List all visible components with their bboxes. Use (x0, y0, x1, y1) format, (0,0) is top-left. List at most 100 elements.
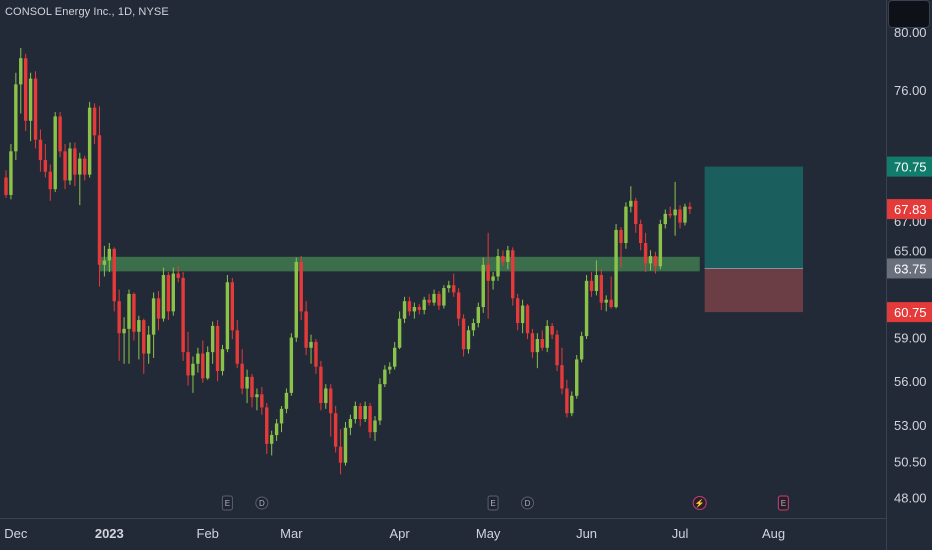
candle (230, 277, 235, 340)
candle-body (570, 395, 574, 414)
candle (555, 330, 559, 372)
candle (97, 106, 102, 287)
candle-body (171, 273, 175, 312)
candle-body (33, 78, 38, 140)
candle-body (643, 242, 648, 264)
candle (422, 296, 426, 315)
event-label: D (259, 499, 265, 508)
candle (78, 152, 82, 206)
candle (456, 288, 461, 326)
candle (191, 356, 195, 393)
candle (107, 242, 112, 273)
candle-body (9, 151, 13, 195)
candle-body (658, 224, 663, 267)
events-layer: E D E D ⚡ E (221, 495, 789, 511)
candle (634, 197, 638, 233)
candle-body (142, 320, 146, 354)
candle-body (417, 307, 421, 310)
candle (122, 317, 126, 364)
long-position-stop-zone (704, 268, 804, 313)
candle-body (560, 365, 564, 389)
candle-body (609, 299, 613, 308)
candle-body (525, 305, 530, 334)
candle (43, 144, 48, 178)
candle (161, 267, 166, 322)
candle-body (255, 394, 259, 398)
candle-body (206, 352, 210, 379)
x-tick-label: Mar (280, 526, 303, 541)
candle (368, 403, 372, 438)
candle-body (545, 325, 549, 348)
candle (117, 289, 121, 361)
candle-body (407, 301, 412, 312)
candle (447, 280, 451, 293)
time-axis[interactable]: Dec 2023 Feb Mar Apr May Jun Jul Aug (4, 526, 785, 541)
candle-body (87, 107, 92, 175)
candle-body (146, 334, 151, 354)
event-marker: E (221, 495, 233, 511)
candle-body (343, 427, 348, 463)
candle-body (127, 293, 131, 329)
candle-body (673, 209, 677, 216)
candle (515, 293, 520, 331)
candle-body (663, 213, 667, 225)
candle (486, 232, 490, 319)
candle-body (279, 408, 284, 424)
candle (166, 272, 171, 321)
price-tag-bg (887, 258, 932, 279)
candle (9, 144, 13, 200)
candle (156, 291, 161, 331)
candle-body (43, 160, 48, 172)
candle-body (19, 58, 23, 85)
price-axis[interactable]: 80.0076.0067.0065.0059.0056.0053.0050.50… (894, 25, 927, 506)
candle (151, 292, 156, 358)
candle-body (191, 363, 195, 376)
candle-body (540, 339, 544, 348)
candle (73, 142, 77, 187)
y-tick-label: 50.50 (894, 454, 927, 469)
split-marker (692, 496, 707, 510)
event-marker: D (521, 496, 535, 510)
candle (496, 248, 500, 281)
candle-body (397, 318, 402, 348)
candle-body (535, 339, 540, 353)
price-tag-label: 70.75 (894, 160, 927, 175)
candle-body (314, 341, 318, 367)
candle-body (329, 388, 333, 414)
candle-body (422, 299, 426, 310)
candle-body (550, 325, 554, 335)
price-tag-label: 60.75 (894, 305, 927, 320)
candle (28, 72, 33, 142)
candle (363, 401, 367, 422)
candle-body (97, 135, 102, 265)
candle-body (284, 392, 289, 409)
candle (83, 155, 87, 181)
price-tag: 70.75 (887, 156, 932, 177)
candle (373, 416, 377, 441)
candle-body (176, 273, 180, 278)
candle (584, 275, 589, 340)
candle-body (53, 116, 57, 190)
candle-body (196, 353, 200, 364)
candle-body (437, 293, 441, 306)
candle-body (388, 366, 392, 370)
candle-body (575, 359, 579, 396)
candle (594, 260, 599, 296)
candle (23, 53, 28, 131)
candle (358, 403, 362, 427)
candle (14, 72, 18, 161)
candle (427, 293, 431, 306)
candle-body (319, 366, 323, 404)
candle-body (73, 148, 77, 175)
candle-body (161, 275, 166, 319)
candle-body (78, 158, 82, 175)
candle-body (688, 206, 692, 210)
candle (255, 388, 259, 411)
candle-body (447, 285, 451, 289)
chart-title: CONSOL Energy Inc., 1D, NYSE (5, 6, 169, 18)
candle (48, 164, 52, 201)
candle-body (250, 376, 254, 398)
candle-body (274, 423, 279, 436)
candle (417, 304, 421, 315)
